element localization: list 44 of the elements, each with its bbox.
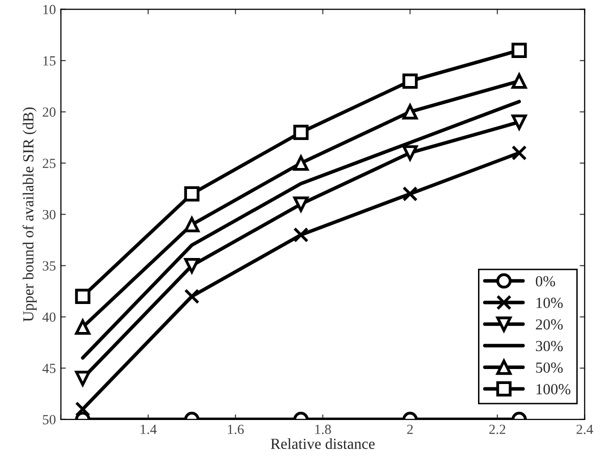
x-tick-label: 1.8 bbox=[315, 424, 331, 434]
legend-label: 20% bbox=[536, 319, 563, 330]
legend-label: 100% bbox=[536, 384, 570, 394]
x-tick-label: 1.4 bbox=[140, 424, 157, 434]
y-tick-label: 25 bbox=[42, 158, 56, 168]
point bbox=[75, 288, 90, 304]
point bbox=[402, 145, 418, 160]
point bbox=[402, 186, 418, 202]
point bbox=[75, 319, 90, 335]
point bbox=[184, 258, 200, 274]
y-tick-label: 20 bbox=[42, 107, 56, 117]
point bbox=[75, 402, 90, 417]
point bbox=[293, 155, 309, 171]
point bbox=[293, 227, 309, 243]
point bbox=[512, 145, 527, 160]
y-tick-label: 10 bbox=[43, 4, 56, 14]
legend-label: 10% bbox=[536, 298, 563, 308]
point bbox=[293, 124, 309, 140]
x-axis-title: Relative distance bbox=[270, 438, 375, 449]
x-tick-label: 2.4 bbox=[576, 424, 594, 434]
point bbox=[184, 288, 200, 304]
point bbox=[512, 114, 527, 130]
line-series bbox=[80, 100, 521, 360]
y-tick-label: 45 bbox=[42, 364, 56, 374]
y-tick-label: 50 bbox=[42, 414, 56, 424]
y-axis-title: Upper bound of available SIR (dB) bbox=[22, 107, 37, 322]
point bbox=[402, 104, 418, 120]
y-tick-label: 15 bbox=[43, 56, 56, 66]
point bbox=[402, 73, 418, 89]
legend-label: 0% bbox=[536, 276, 556, 286]
x-tick-label: 1.6 bbox=[228, 424, 244, 434]
y-tick-label: 30 bbox=[42, 210, 56, 220]
legend-label: 30% bbox=[536, 340, 563, 352]
point bbox=[184, 216, 200, 232]
y-tick-label: 35 bbox=[42, 261, 56, 271]
point bbox=[512, 73, 527, 89]
point bbox=[75, 370, 90, 386]
point bbox=[293, 196, 309, 212]
point bbox=[184, 186, 200, 202]
x-tick-label: 2.2 bbox=[489, 424, 506, 434]
x-tick-label: 2 bbox=[407, 424, 413, 434]
legend-label: 50% bbox=[536, 362, 563, 373]
point bbox=[512, 42, 527, 58]
y-tick-label: 40 bbox=[42, 312, 56, 322]
